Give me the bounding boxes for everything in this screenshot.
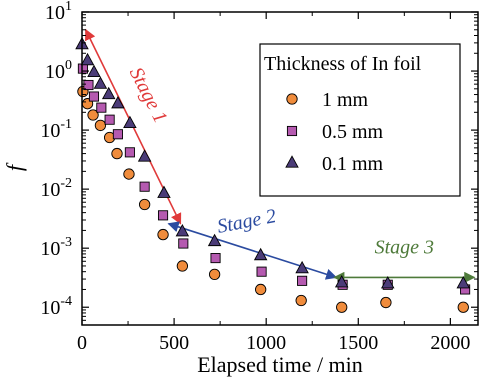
y-tick-label: 10-4 xyxy=(40,294,72,319)
y-tick-label: 10-2 xyxy=(40,176,72,201)
square-point xyxy=(124,147,135,158)
plot-frame xyxy=(81,11,479,326)
x-tick-label: 1000 xyxy=(246,332,286,354)
square-point xyxy=(210,253,221,264)
triangle-point xyxy=(111,95,125,109)
x-tick-label: 500 xyxy=(159,332,189,354)
square-point xyxy=(139,181,150,192)
triangle-point xyxy=(380,275,395,289)
y-tick-label: 100 xyxy=(45,58,72,83)
circle-point xyxy=(380,296,392,309)
square-point xyxy=(178,238,189,249)
legend-marker-circle xyxy=(286,93,298,105)
circle-point xyxy=(336,301,348,313)
square-point xyxy=(112,129,123,140)
y-tick-label: 10-3 xyxy=(40,235,72,260)
circle-point xyxy=(255,283,267,296)
triangle-point xyxy=(101,86,116,100)
series-circle xyxy=(77,85,469,313)
circle-point xyxy=(176,260,189,272)
circle-point xyxy=(138,198,151,211)
triangle-point xyxy=(123,115,137,128)
stage-label: Stage 2 xyxy=(215,205,278,238)
triangle-point xyxy=(334,274,349,288)
legend-title: Thickness of In foil xyxy=(264,53,422,75)
square-point xyxy=(256,266,267,277)
triangle-point xyxy=(295,260,309,274)
legend-marker-triangle xyxy=(285,155,299,168)
circle-point xyxy=(123,168,135,180)
x-tick-label: 2000 xyxy=(430,332,470,354)
square-point xyxy=(104,114,115,125)
circle-point xyxy=(87,109,99,121)
legend-label: 0.1 mm xyxy=(322,153,384,175)
circle-point xyxy=(208,268,221,281)
square-point xyxy=(77,63,88,74)
square-point xyxy=(96,102,107,113)
triangle-point xyxy=(253,247,268,261)
triangle-point xyxy=(207,233,222,247)
triangle-point xyxy=(87,64,101,77)
square-point xyxy=(83,79,94,91)
circle-point xyxy=(457,301,469,313)
triangle-point xyxy=(175,223,190,237)
circle-point xyxy=(111,147,123,160)
x-axis-title: Elapsed time / min xyxy=(197,352,363,377)
legend-marker-square xyxy=(286,125,298,137)
y-tick-label: 10-1 xyxy=(40,117,72,142)
x-tick-label: 1500 xyxy=(338,332,378,354)
triangle-point xyxy=(157,185,171,198)
circle-point xyxy=(94,119,107,132)
stage-label: Stage 1 xyxy=(125,64,172,127)
triangle-point xyxy=(137,149,152,162)
circle-point xyxy=(295,294,307,307)
triangle-point xyxy=(80,52,95,66)
y-axis-title: f xyxy=(2,162,27,171)
y-tick-label: 101 xyxy=(45,0,72,24)
triangle-point xyxy=(456,275,471,289)
square-point xyxy=(297,275,308,286)
legend-box xyxy=(259,43,461,197)
circle-point xyxy=(157,228,169,241)
stage-label: Stage 3 xyxy=(375,236,434,258)
x-tick-label: 0 xyxy=(77,332,87,354)
stage-arrow xyxy=(167,221,338,280)
legend-label: 0.5 mm xyxy=(322,121,384,143)
triangle-point xyxy=(93,76,108,89)
square-point xyxy=(157,210,169,221)
legend: Thickness of In foil 1 mm 0.5 mm 0.1 mm xyxy=(259,43,461,197)
legend-label: 1 mm xyxy=(322,89,369,111)
square-point xyxy=(88,91,100,102)
